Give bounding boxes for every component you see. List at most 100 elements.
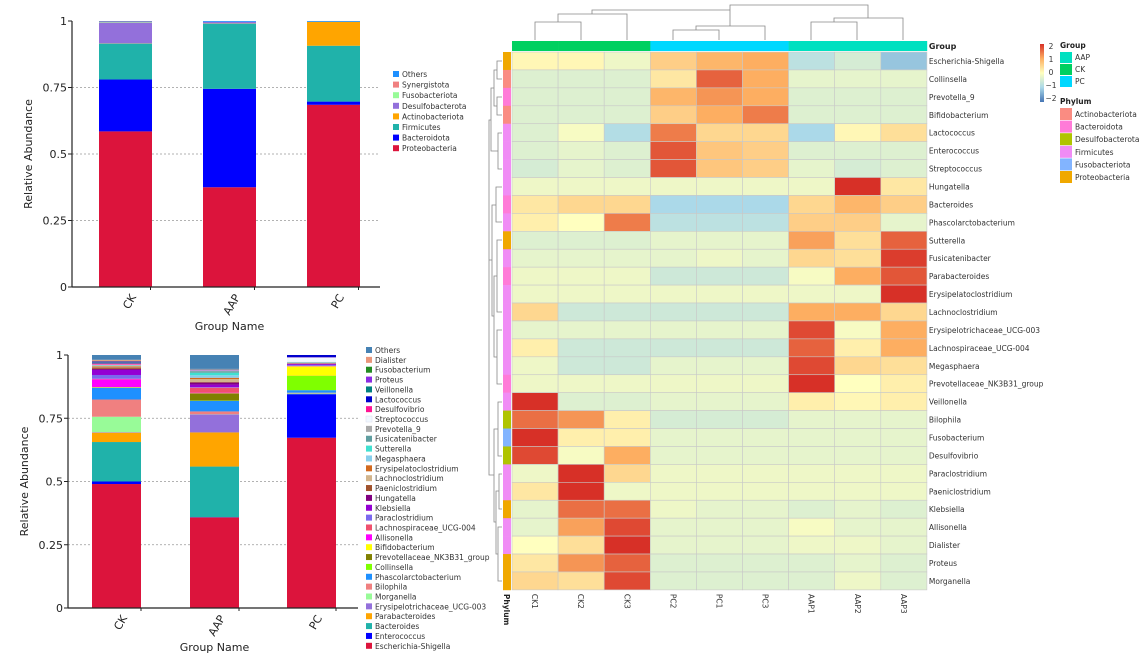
bar-segment-ck-allisonella — [92, 379, 141, 387]
phylum-bar-proteobacteria — [503, 231, 511, 249]
legend-item-fusobacterium: Fusobacterium — [366, 366, 430, 375]
bar-segment-ck-fusobacterium — [92, 361, 141, 362]
bar-segment-ck-erysipelatoclostridium — [92, 366, 141, 367]
color-scale-tick: −1 — [1045, 81, 1056, 90]
legend-label: Firmicutes — [402, 123, 441, 132]
heatmap-cell-desulfovibrio-aap2 — [835, 446, 881, 464]
heatmap-cell-fusicatenibacter-aap2 — [835, 249, 881, 267]
heatmap-cell-veillonella-aap1 — [789, 393, 835, 411]
heatmap-cell-prevotellaceae-nk3b31-group-pc3 — [743, 375, 789, 393]
heatmap-cell-sutterella-ck2 — [558, 231, 604, 249]
bar-segment-aap-hungatella — [190, 383, 239, 385]
bar-segment-ck-hungatella — [92, 369, 141, 370]
heatmap-cell-fusobacterium-pc2 — [650, 429, 696, 447]
heatmap-cell-lachnospiraceae-ucg-004-aap1 — [789, 339, 835, 357]
bar-segment-aap-paeniclostridium — [190, 382, 239, 383]
legend-label: Morganella — [375, 593, 417, 602]
heatmap-cell-fusicatenibacter-aap1 — [789, 249, 835, 267]
legend-item-bifidobacterium: Bifidobacterium — [366, 543, 435, 552]
phylum-bar-firmicutes — [503, 124, 511, 142]
heatmap-cell-fusicatenibacter-pc2 — [650, 249, 696, 267]
heatmap-cell-veillonella-ck3 — [604, 393, 650, 411]
heatmap-cell-parabacteroides-ck2 — [558, 267, 604, 285]
phylum-legend-swatch-desulfobacterota — [1060, 133, 1072, 145]
heatmap-cell-proteus-pc3 — [743, 554, 789, 572]
phylum-bar-bacteroidota — [503, 195, 511, 213]
heatmap-cell-prevotella-9-aap3 — [881, 88, 927, 106]
bar-segment-aap-prevotella-9 — [190, 371, 239, 372]
column-label: CK1 — [530, 594, 539, 609]
phylum-legend-swatch-firmicutes — [1060, 146, 1072, 158]
heatmap-cell-prevotella-9-pc2 — [650, 88, 696, 106]
bar-segment-pc-lactococcus — [287, 355, 336, 357]
legend-label: Prevotellaceae_NK3B31_group — [375, 553, 490, 562]
legend-label: Paeniclostridium — [375, 484, 437, 493]
legend-swatch — [366, 505, 372, 511]
heatmap-cell-bifidobacterium-ck1 — [512, 106, 558, 124]
heatmap-cell-lachnoclostridium-aap1 — [789, 303, 835, 321]
x-tick-label: AAP — [206, 613, 228, 639]
row-label: Collinsella — [929, 75, 967, 84]
phylum-bar-actinobacteriota — [503, 70, 511, 88]
row-label: Proteus — [929, 559, 957, 568]
heatmap-cell-megasphaera-pc1 — [696, 357, 742, 375]
phylum-bar-fusobacteriota — [503, 429, 511, 447]
heatmap-cell-allisonella-aap3 — [881, 518, 927, 536]
row-label: Allisonella — [929, 523, 967, 532]
genus-heatmap: GroupEscherichia-ShigellaCollinsellaPrev… — [489, 5, 1139, 626]
legend-swatch — [366, 357, 372, 363]
heatmap-cell-fusobacterium-ck2 — [558, 429, 604, 447]
heatmap-cell-veillonella-pc1 — [696, 393, 742, 411]
legend-swatch — [366, 544, 372, 550]
heatmap-cell-klebsiella-aap2 — [835, 500, 881, 518]
column-dendrogram — [535, 5, 903, 40]
heatmap-cell-morganella-pc2 — [650, 572, 696, 590]
heatmap-cell-megasphaera-ck1 — [512, 357, 558, 375]
legend-label: Veillonella — [375, 385, 413, 394]
legend-item-dialister: Dialister — [366, 356, 407, 365]
legend-label: Bacteroidota — [402, 134, 450, 143]
heatmap-cell-erysipelatoclostridium-pc2 — [650, 285, 696, 303]
heatmap-cell-bacteroides-aap3 — [881, 195, 927, 213]
legend-swatch — [366, 534, 372, 540]
heatmap-cell-dialister-pc2 — [650, 536, 696, 554]
heatmap-cell-proteus-aap1 — [789, 554, 835, 572]
legend-label: Proteus — [375, 376, 403, 385]
legend-swatch — [366, 446, 372, 452]
heatmap-cell-dialister-ck2 — [558, 536, 604, 554]
row-dendrogram — [489, 61, 502, 581]
legend-swatch — [393, 145, 399, 151]
bar-segment-ck-others — [92, 355, 141, 360]
legend-item-sutterella: Sutterella — [366, 445, 411, 454]
heatmap-cell-streptococcus-pc1 — [696, 160, 742, 178]
heatmap-cell-veillonella-aap2 — [835, 393, 881, 411]
legend-item-megasphaera: Megasphaera — [366, 454, 426, 463]
row-label: Paraclostridium — [929, 469, 987, 478]
bar-segment-aap-allisonella — [190, 393, 239, 394]
legend-item-erysipelatoclostridium: Erysipelatoclostridium — [366, 464, 459, 473]
heatmap-cell-collinsella-ck3 — [604, 70, 650, 88]
heatmap-cell-allisonella-ck1 — [512, 518, 558, 536]
group-bar-pc — [650, 41, 696, 51]
heatmap-cell-collinsella-aap1 — [789, 70, 835, 88]
row-label: Phascolarctobacterium — [929, 218, 1015, 227]
heatmap-cell-dialister-pc3 — [743, 536, 789, 554]
heatmap-cell-bifidobacterium-aap2 — [835, 106, 881, 124]
bar-segment-ck-morganella — [92, 417, 141, 432]
group-bar-ck — [604, 41, 650, 51]
heatmap-cell-bilophila-pc3 — [743, 411, 789, 429]
bar-segment-ck-synergistota — [99, 22, 152, 23]
heatmap-cell-lachnoclostridium-pc1 — [696, 303, 742, 321]
bar-segment-aap-others — [203, 21, 256, 22]
phylum-legend-swatch-bacteroidota — [1060, 121, 1072, 133]
legend-label: Enterococcus — [375, 632, 425, 641]
heatmap-cell-sutterella-pc1 — [696, 231, 742, 249]
heatmap-cell-streptococcus-ck3 — [604, 160, 650, 178]
heatmap-cell-lactococcus-pc1 — [696, 124, 742, 142]
phylum-legend-title: Phylum — [1060, 97, 1092, 106]
legend-label: Bacteroides — [375, 622, 419, 631]
heatmap-cell-lactococcus-ck1 — [512, 124, 558, 142]
legend-label: Actinobacteriota — [402, 112, 464, 121]
heatmap-cell-morganella-pc3 — [743, 572, 789, 590]
legend-swatch — [366, 574, 372, 580]
